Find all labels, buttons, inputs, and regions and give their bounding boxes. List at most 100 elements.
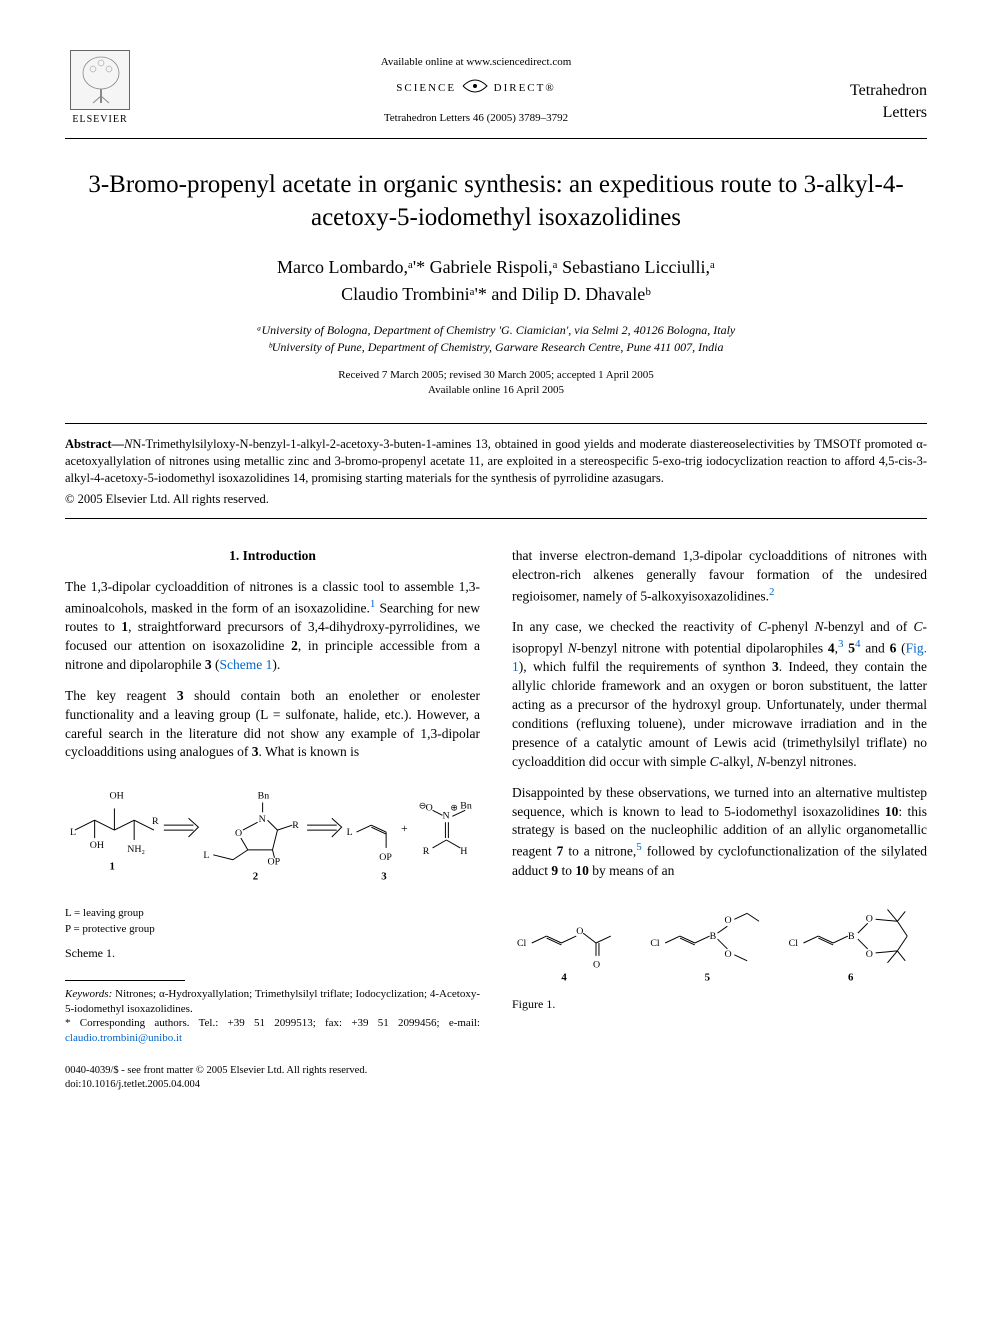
col2-para-3: Disappointed by these observations, we t… (512, 784, 927, 881)
keywords-footnote: Keywords: Nitrones; α-Hydroxyallylation;… (65, 987, 480, 1017)
svg-text:NH₂: NH₂ (127, 844, 145, 855)
svg-text:L: L (70, 827, 76, 838)
svg-text:L: L (347, 827, 353, 838)
svg-text:OP: OP (268, 857, 281, 868)
authors: Marco Lombardo,ᵃ'* Gabriele Rispoli,ᵃ Se… (65, 254, 927, 308)
publication-dates: Received 7 March 2005; revised 30 March … (65, 368, 927, 399)
sd-text-1: SCIENCE (396, 82, 456, 94)
svg-text:Cl: Cl (789, 938, 799, 949)
svg-text:B: B (710, 931, 717, 942)
keywords-label: Keywords: (65, 988, 112, 1000)
svg-text:OH: OH (90, 840, 104, 851)
svg-text:O: O (724, 915, 731, 926)
abstract-text: N-Trimethylsilyloxy-N-benzyl-1-alkyl-2-a… (65, 437, 927, 485)
left-column: 1. Introduction The 1,3-dipolar cycloadd… (65, 547, 480, 1046)
svg-text:O: O (724, 948, 731, 959)
svg-text:R: R (423, 846, 430, 857)
scheme-1-svg: OH L OH NH₂ R 1 Bn N (65, 780, 480, 900)
svg-text:B: B (848, 931, 855, 942)
footnote-rule (65, 980, 185, 981)
ref-2[interactable]: 2 (769, 586, 775, 598)
svg-text:2: 2 (253, 871, 258, 883)
scheme-1-link[interactable]: Scheme 1 (219, 657, 272, 672)
svg-text:O: O (593, 959, 600, 970)
publisher-name: ELSEVIER (72, 113, 127, 127)
right-column: that inverse electron-demand 1,3-dipolar… (512, 547, 927, 1046)
journal-reference: Tetrahedron Letters 46 (2005) 3789–3792 (135, 111, 817, 126)
svg-text:L: L (203, 850, 209, 861)
col2-para-1: that inverse electron-demand 1,3-dipolar… (512, 547, 927, 606)
publisher-logo: ELSEVIER (65, 50, 135, 130)
legend-L: L = leaving group (65, 906, 480, 921)
svg-text:4: 4 (561, 971, 567, 983)
svg-text:+: + (401, 821, 408, 835)
figure-1-svg: Cl O O 4 Cl B O (512, 901, 927, 986)
corr-label: * Corresponding authors. (65, 1017, 199, 1029)
available-online-text: Available online at www.sciencedirect.co… (135, 55, 817, 70)
keywords-text: Nitrones; α-Hydroxyallylation; Trimethyl… (65, 988, 480, 1015)
authors-line1: Marco Lombardo,ᵃ'* Gabriele Rispoli,ᵃ Se… (65, 254, 927, 281)
ref-3[interactable]: 3 (838, 638, 844, 650)
figure-1-caption: Figure 1. (512, 996, 927, 1013)
dates-received: Received 7 March 2005; revised 30 March … (65, 368, 927, 383)
abstract-rule-top (65, 423, 927, 424)
page-header: ELSEVIER Available online at www.science… (65, 50, 927, 130)
svg-text:H: H (460, 846, 467, 857)
col2-para-2: In any case, we checked the reactivity o… (512, 618, 927, 772)
sd-atom-icon (461, 78, 489, 99)
abstract-label: Abstract— (65, 437, 124, 451)
elsevier-tree-icon (70, 50, 130, 110)
svg-text:Bn: Bn (258, 791, 270, 802)
journal-name-line2: Letters (817, 102, 927, 124)
svg-text:N: N (442, 811, 449, 822)
affiliation-a: ᵃUniversity of Bologna, Department of Ch… (65, 322, 927, 339)
dates-available: Available online 16 April 2005 (65, 383, 927, 398)
svg-text:1: 1 (109, 861, 114, 873)
svg-text:5: 5 (705, 971, 711, 983)
journal-name-line1: Tetrahedron (817, 80, 927, 102)
svg-text:OH: OH (109, 791, 123, 802)
corr-email-link[interactable]: claudio.trombini@unibo.it (65, 1032, 182, 1044)
journal-name: Tetrahedron Letters (817, 50, 927, 123)
svg-text:N: N (259, 814, 266, 825)
bottom-info: 0040-4039/$ - see front matter © 2005 El… (65, 1064, 927, 1091)
header-rule (65, 138, 927, 139)
footnotes: Keywords: Nitrones; α-Hydroxyallylation;… (65, 987, 480, 1046)
science-direct-logo: SCIENCE DIRECT® (135, 78, 817, 99)
svg-text:Bn: Bn (460, 801, 472, 812)
scheme-1-caption: Scheme 1. (65, 945, 480, 962)
intro-para-2: The key reagent 3 should contain both an… (65, 687, 480, 763)
legend-P: P = protective group (65, 922, 480, 937)
corr-text: Tel.: +39 51 2099513; fax: +39 51 209945… (199, 1017, 480, 1029)
figure-1: Cl O O 4 Cl B O (512, 893, 927, 1013)
article-title: 3-Bromo-propenyl acetate in organic synt… (65, 169, 927, 234)
authors-line2: Claudio Trombiniᵃ'* and Dilip D. Dhavale… (65, 281, 927, 308)
header-center: Available online at www.sciencedirect.co… (135, 50, 817, 126)
svg-text:O: O (235, 828, 242, 839)
svg-text:6: 6 (848, 971, 854, 983)
svg-text:R: R (152, 816, 159, 827)
copyright: © 2005 Elsevier Ltd. All rights reserved… (65, 491, 927, 508)
intro-para-1: The 1,3-dipolar cycloaddition of nitrone… (65, 578, 480, 675)
scheme-1-legend: L = leaving group P = protective group (65, 906, 480, 937)
affiliation-b: ᵇUniversity of Pune, Department of Chemi… (65, 339, 927, 356)
svg-text:3: 3 (381, 871, 387, 883)
body-columns: 1. Introduction The 1,3-dipolar cycloadd… (65, 547, 927, 1046)
svg-text:Cl: Cl (650, 938, 660, 949)
svg-text:O: O (866, 913, 873, 924)
svg-text:Cl: Cl (517, 938, 527, 949)
svg-text:⊕: ⊕ (450, 803, 457, 813)
abstract-rule-bottom (65, 518, 927, 519)
section-1-heading: 1. Introduction (65, 547, 480, 566)
doi: doi:10.1016/j.tetlet.2005.04.004 (65, 1078, 927, 1092)
sd-text-2: DIRECT® (494, 82, 556, 94)
svg-text:R: R (292, 820, 299, 831)
affiliations: ᵃUniversity of Bologna, Department of Ch… (65, 322, 927, 356)
svg-text:O: O (576, 926, 583, 937)
svg-text:OP: OP (379, 852, 392, 863)
corresponding-footnote: * Corresponding authors. Tel.: +39 51 20… (65, 1016, 480, 1046)
abstract: Abstract—NN-Trimethylsilyloxy-N-benzyl-1… (65, 436, 927, 487)
front-matter: 0040-4039/$ - see front matter © 2005 El… (65, 1064, 927, 1078)
scheme-1: OH L OH NH₂ R 1 Bn N (65, 780, 480, 961)
svg-text:O: O (426, 803, 433, 814)
